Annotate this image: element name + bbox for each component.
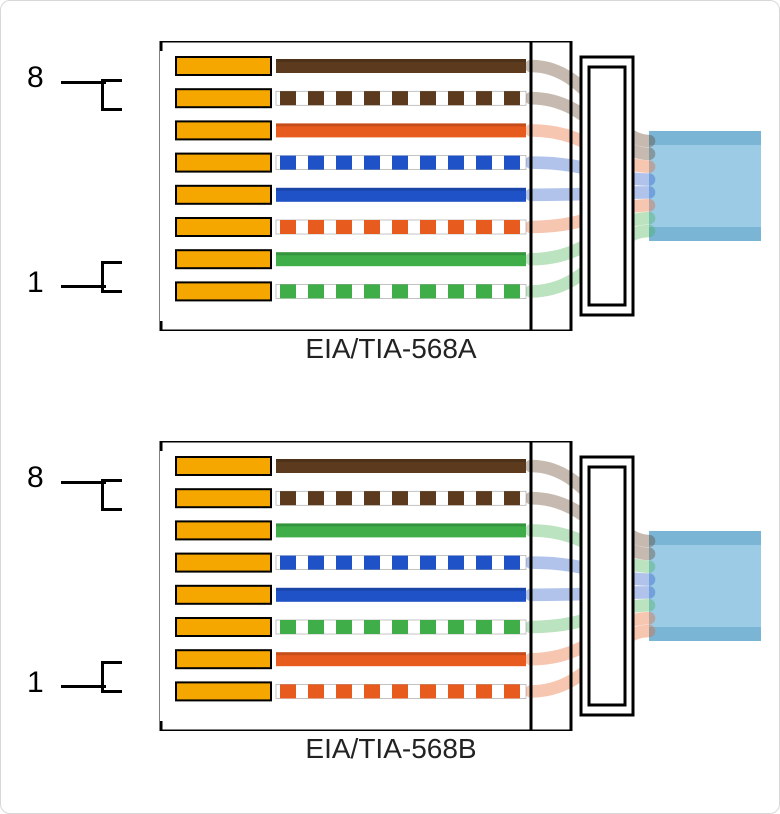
- connector-t568b: 8 1 EIA/TIA-568B: [1, 421, 780, 781]
- pin-brace-8: [101, 79, 122, 111]
- connector-t568a: 8 1 EIA/TIA-568A: [1, 21, 780, 381]
- pin-label-1: 1: [27, 266, 44, 300]
- pin-brace-1: [101, 261, 122, 293]
- pin-tick-1: [61, 285, 106, 288]
- caption-t568a: EIA/TIA-568A: [1, 333, 780, 365]
- pin-label-8: 8: [27, 61, 44, 95]
- pin-tick-8: [61, 81, 106, 84]
- pin-label-8: 8: [27, 461, 44, 495]
- connector-svg-t568a: [121, 41, 761, 331]
- pin-brace-1: [101, 661, 122, 693]
- caption-t568b: EIA/TIA-568B: [1, 733, 780, 765]
- page: 8 1 EIA/TIA-568A 8 1 EIA/TIA-568B: [0, 0, 780, 814]
- pin-brace-8: [101, 479, 122, 511]
- pin-label-1: 1: [27, 666, 44, 700]
- connector-svg-t568b: [121, 441, 761, 731]
- pin-tick-8: [61, 481, 106, 484]
- pin-tick-1: [61, 685, 106, 688]
